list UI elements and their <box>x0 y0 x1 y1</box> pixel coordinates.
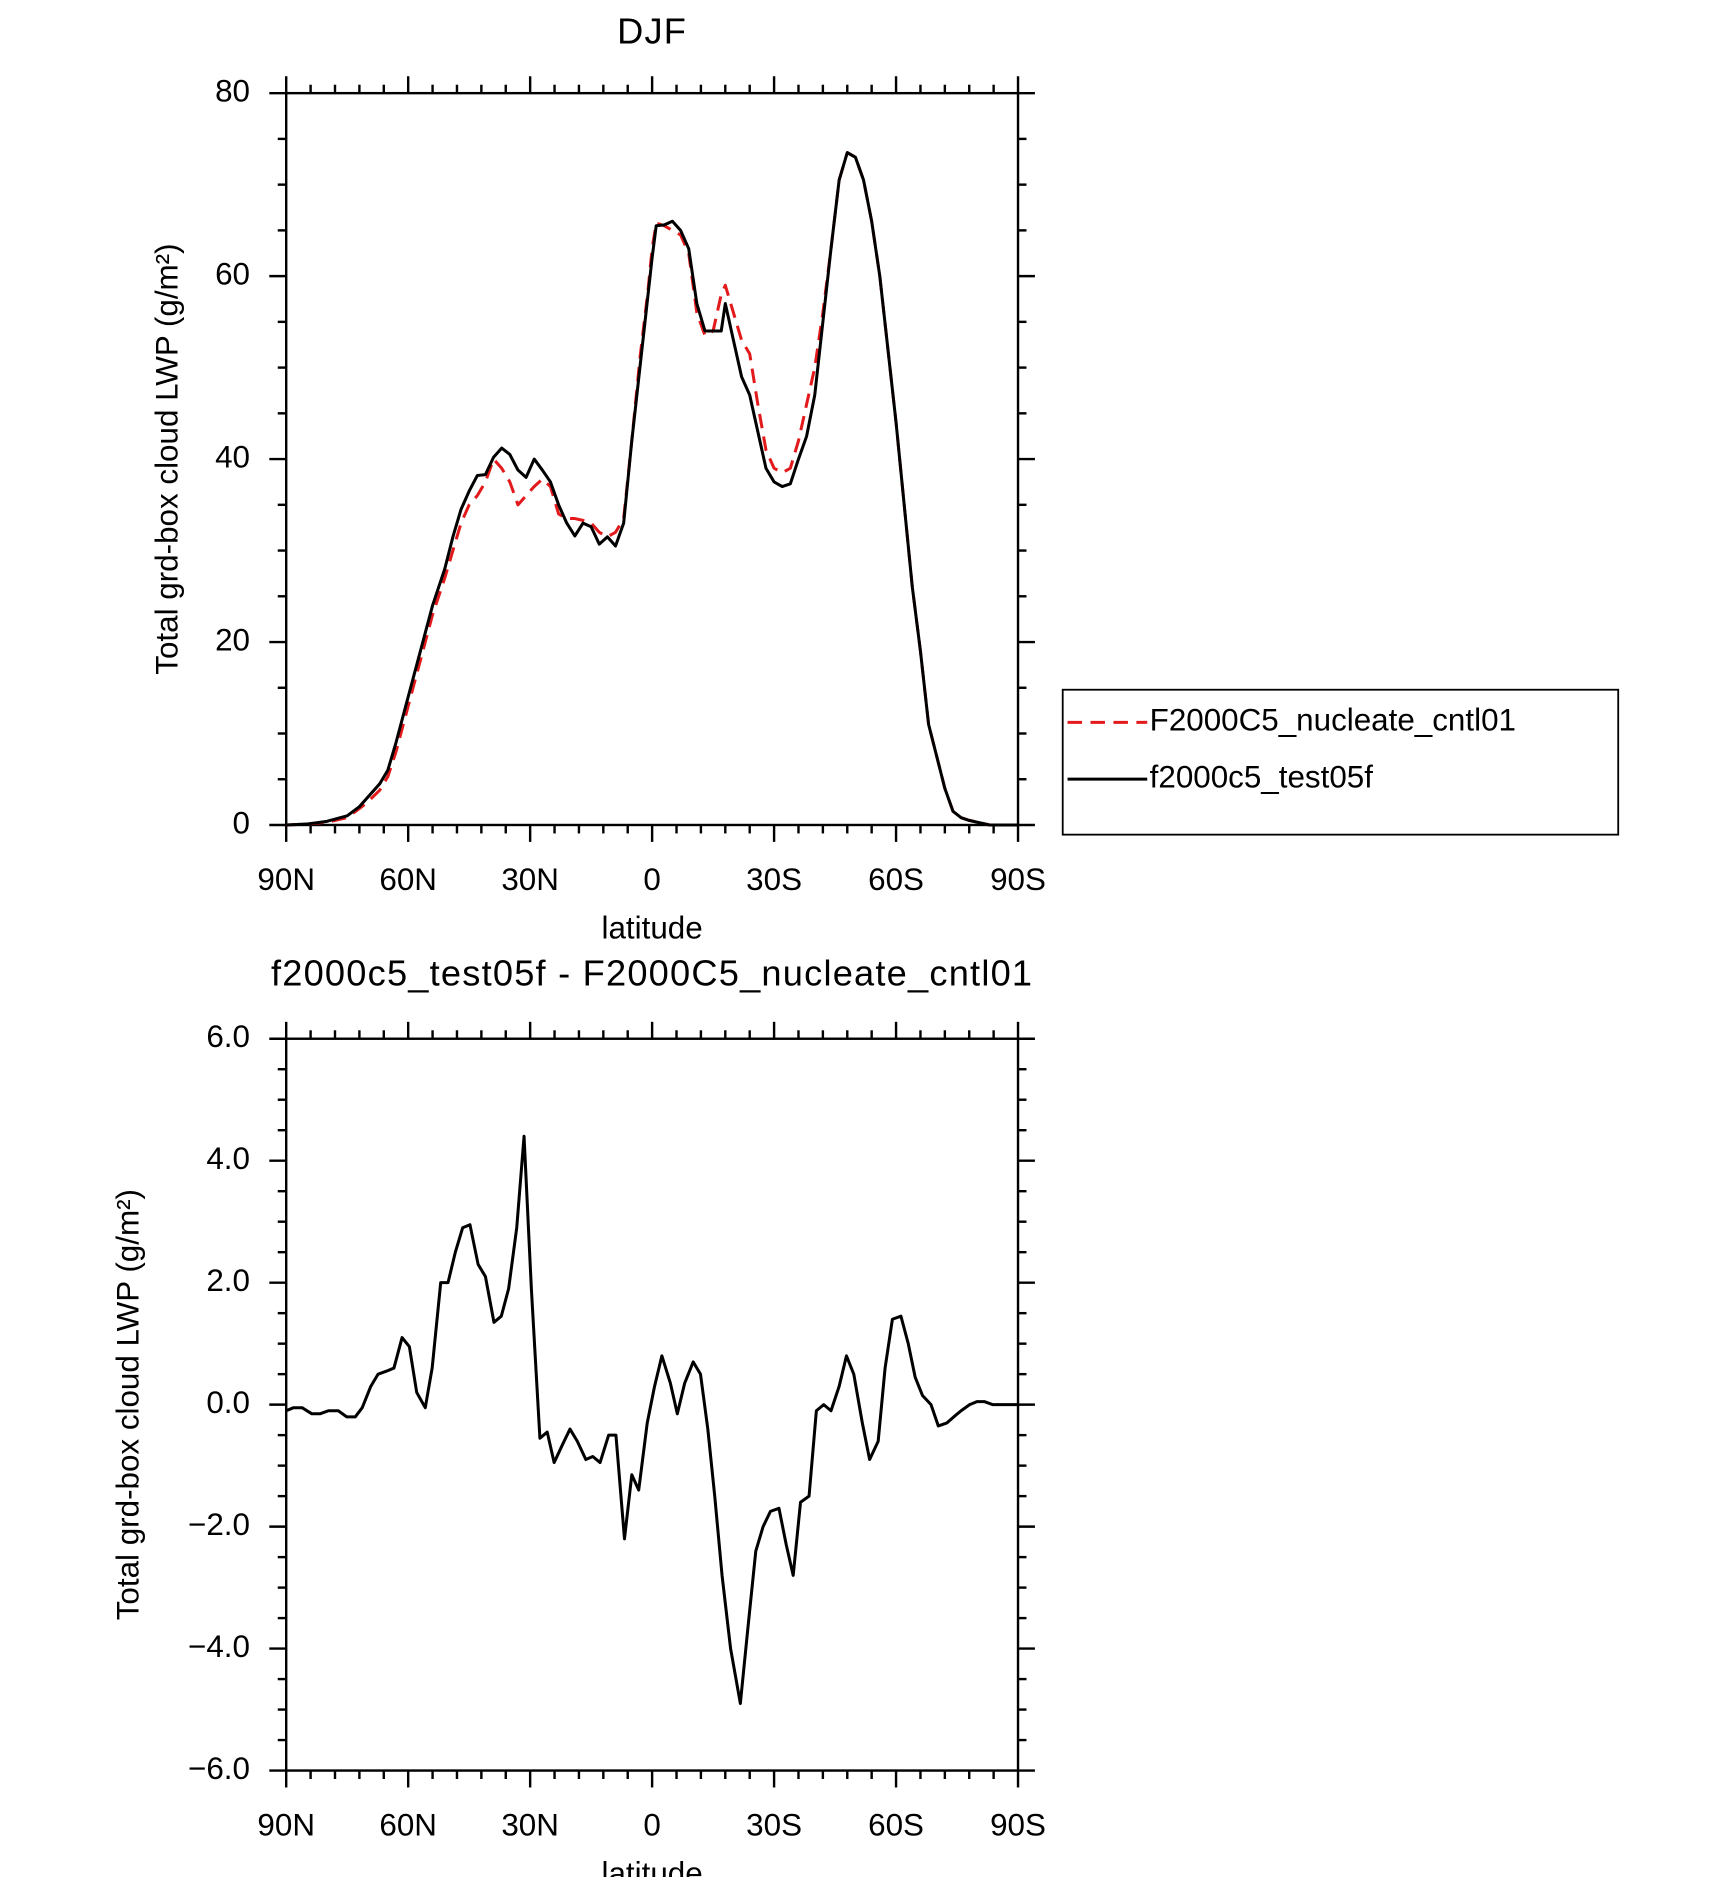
y-tick-label: 4.0 <box>206 1141 250 1176</box>
x-tick-label: 90N <box>257 862 315 897</box>
y-tick-label: 60 <box>215 256 250 291</box>
x-axis-label: latitude <box>602 910 703 945</box>
chart-title: f2000c5_test05f - F2000C5_nucleate_cntl0… <box>271 952 1033 993</box>
x-tick-label: 60S <box>868 1808 924 1843</box>
x-tick-label: 0 <box>643 862 660 897</box>
x-tick-label: 30S <box>746 862 802 897</box>
y-tick-label: −2.0 <box>188 1507 250 1542</box>
x-tick-label: 60N <box>379 862 437 897</box>
legend-label: F2000C5_nucleate_cntl01 <box>1150 703 1516 738</box>
x-tick-label: 30N <box>501 862 559 897</box>
legend-box <box>1061 688 1620 836</box>
y-tick-label: 40 <box>215 439 250 474</box>
x-tick-label: 0 <box>643 1808 660 1843</box>
legend-label: f2000c5_test05f <box>1150 759 1374 794</box>
x-tick-label: 30S <box>746 1808 802 1843</box>
y-tick-label: 20 <box>215 622 250 657</box>
y-tick-label: 6.0 <box>206 1019 250 1054</box>
x-tick-label: 90S <box>990 862 1046 897</box>
y-tick-label: −6.0 <box>188 1751 250 1786</box>
x-tick-label: 60N <box>379 1808 437 1843</box>
x-axis-label: latitude <box>602 1856 703 1877</box>
y-tick-label: 0 <box>233 805 250 840</box>
y-axis-label: Total grd-box cloud LWP (g/m²) <box>149 243 184 674</box>
y-tick-label: −4.0 <box>188 1629 250 1664</box>
y-tick-label: 80 <box>215 73 250 108</box>
data-line <box>285 1134 1019 1705</box>
y-axis-label: Total grd-box cloud LWP (g/m²) <box>111 1189 146 1620</box>
x-tick-label: 30N <box>501 1808 559 1843</box>
y-tick-label: 2.0 <box>206 1263 250 1298</box>
y-tick-label: 0.0 <box>206 1385 250 1420</box>
data-line <box>286 151 1019 827</box>
plot-frame <box>285 91 1020 827</box>
chart-title: DJF <box>617 11 687 52</box>
x-tick-label: 90N <box>257 1808 315 1843</box>
x-tick-label: 60S <box>868 862 924 897</box>
x-tick-label: 90S <box>990 1808 1046 1843</box>
